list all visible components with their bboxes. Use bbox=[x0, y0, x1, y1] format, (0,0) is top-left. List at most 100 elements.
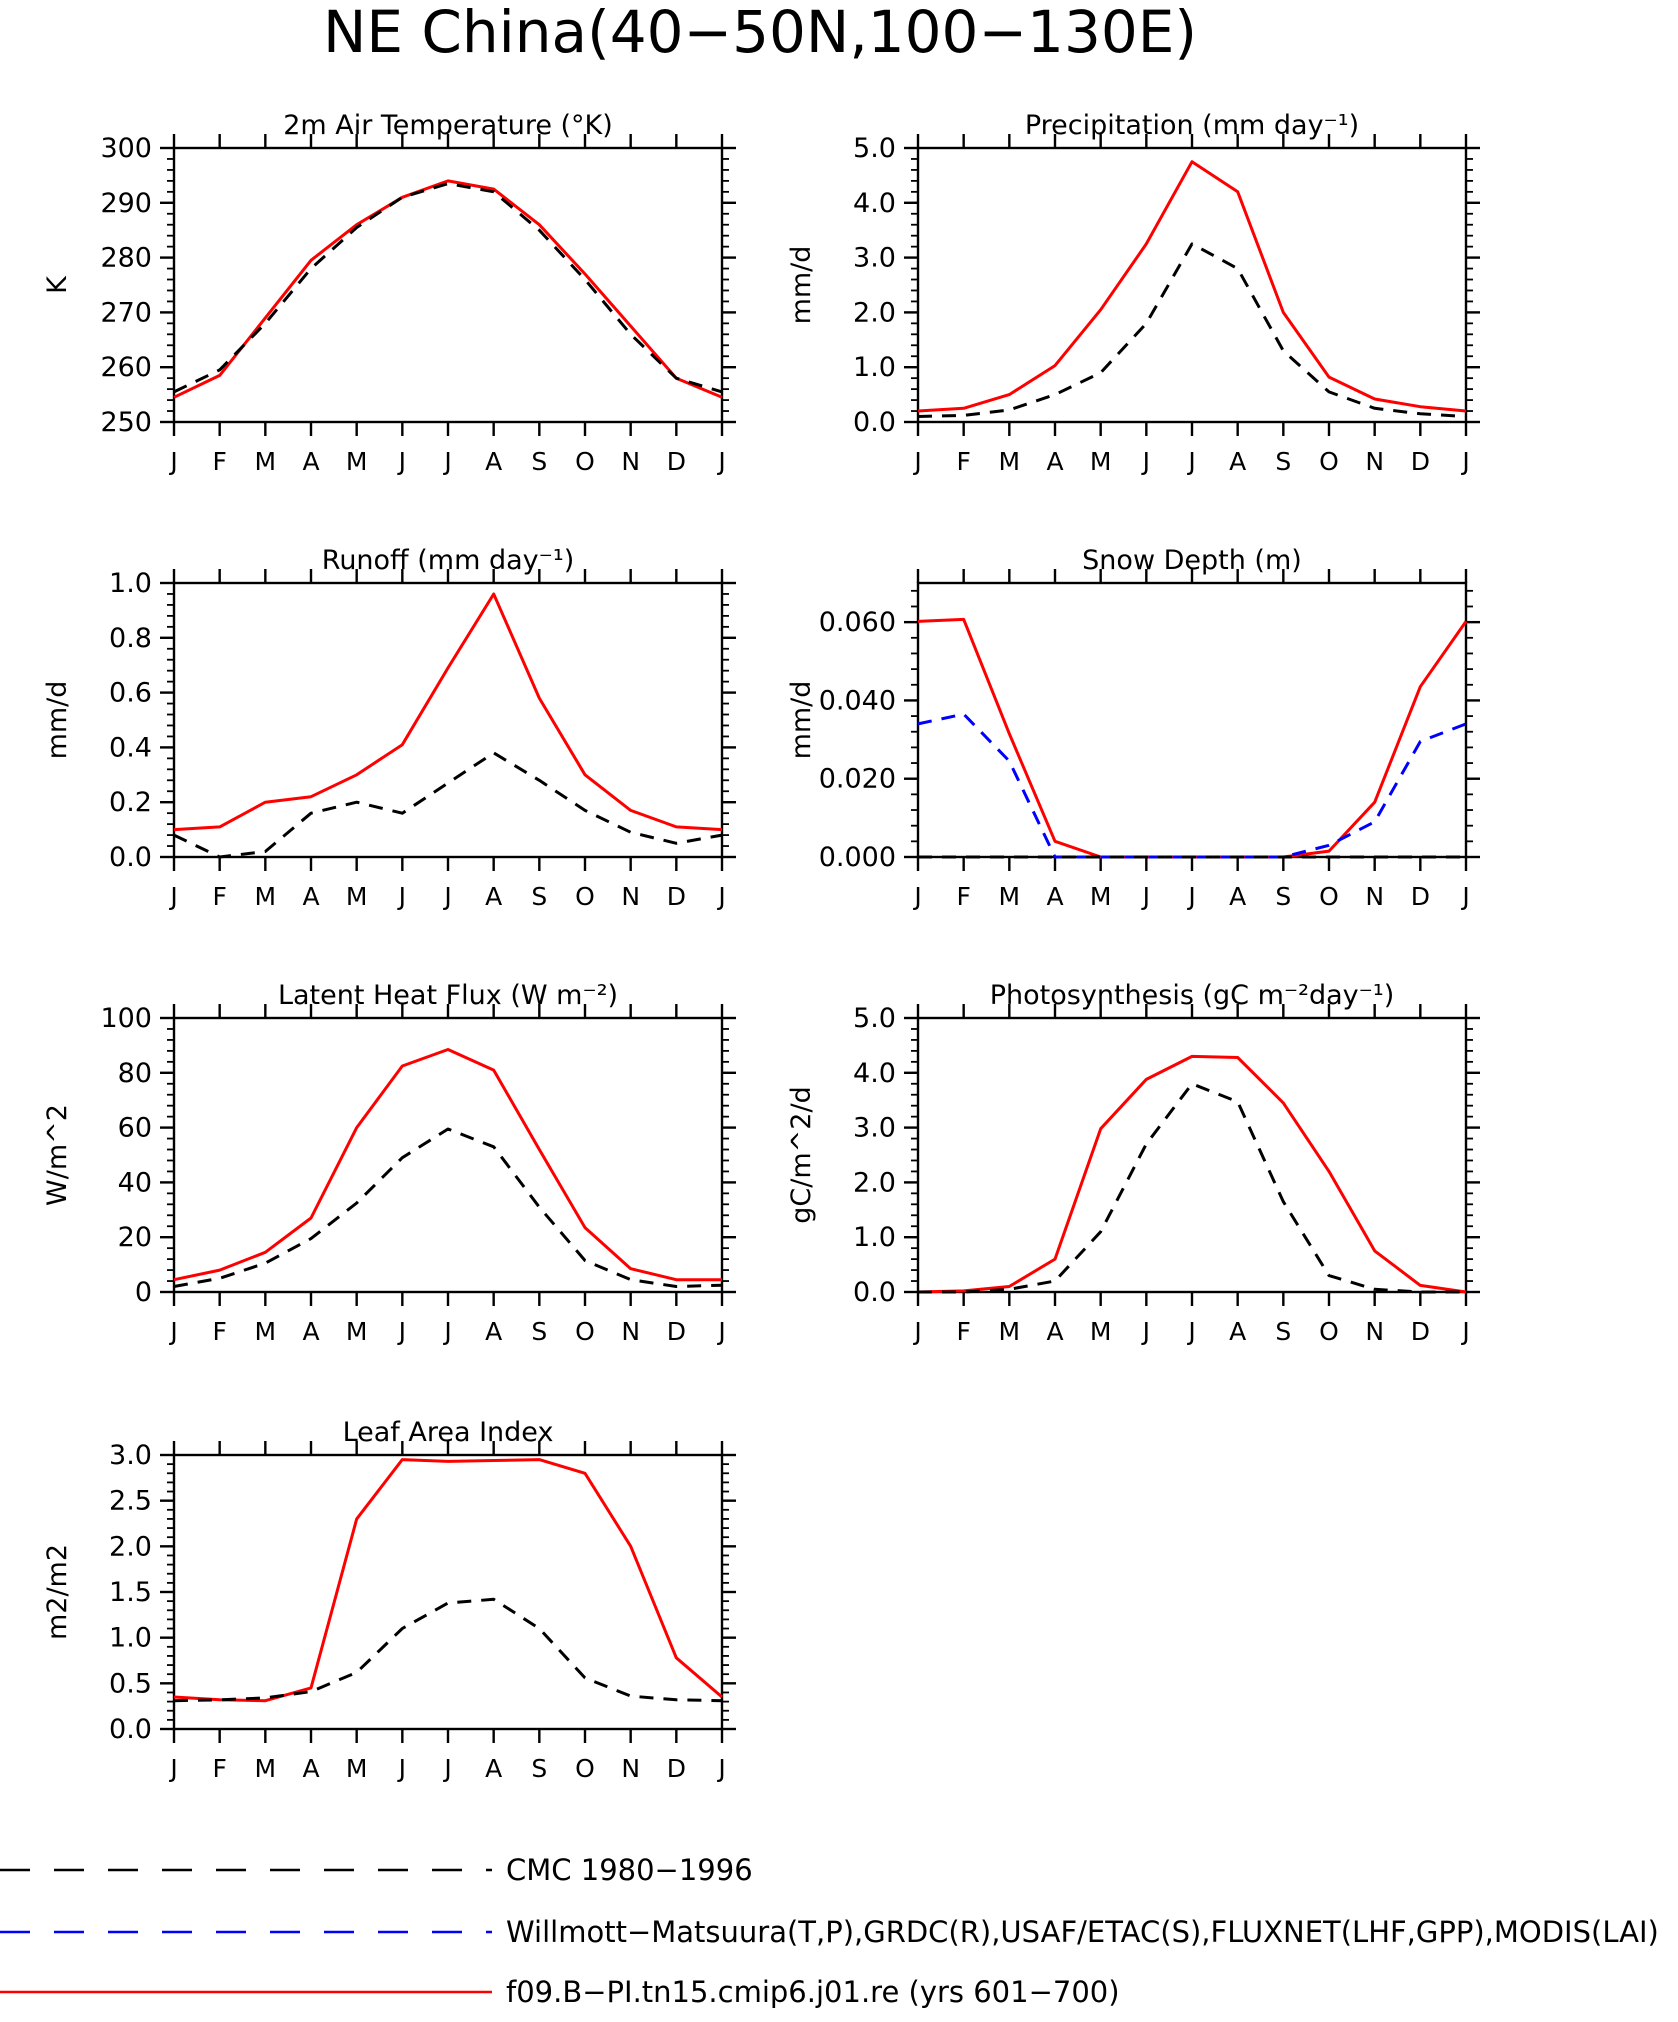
x-tick-label: M bbox=[999, 882, 1021, 911]
x-tick-label: F bbox=[956, 882, 970, 911]
series-line-model bbox=[917, 160, 1467, 413]
x-tick-label: M bbox=[999, 1317, 1021, 1346]
page-title: NE China(40−50N,100−130E) bbox=[323, 0, 1197, 66]
x-tick-label: J bbox=[397, 1754, 406, 1783]
x-tick-label: F bbox=[212, 882, 226, 911]
x-tick-label: N bbox=[621, 1317, 640, 1346]
x-tick-label: J bbox=[716, 1754, 725, 1783]
x-tick-label: N bbox=[1365, 882, 1384, 911]
y-tick-label: 3.0 bbox=[853, 243, 896, 274]
x-tick-label: S bbox=[531, 882, 547, 911]
x-tick-label: J bbox=[442, 1317, 451, 1346]
x-tick-label: O bbox=[1319, 447, 1339, 476]
x-tick-label: A bbox=[485, 1317, 502, 1346]
x-tick-label: J bbox=[1141, 447, 1150, 476]
y-tick-label: 1.0 bbox=[109, 1623, 152, 1654]
series-line-cmc bbox=[173, 182, 723, 394]
x-tick-label: D bbox=[667, 1317, 686, 1346]
x-tick-label: O bbox=[575, 1317, 595, 1346]
x-tick-label: J bbox=[1186, 447, 1195, 476]
x-tick-label: M bbox=[346, 1754, 368, 1783]
x-tick-label: F bbox=[956, 447, 970, 476]
y-tick-label: 270 bbox=[100, 297, 152, 328]
x-tick-label: M bbox=[255, 1754, 277, 1783]
x-tick-label: O bbox=[1319, 1317, 1339, 1346]
x-tick-label: D bbox=[1411, 1317, 1430, 1346]
x-tick-label: A bbox=[1229, 882, 1246, 911]
y-tick-label: 100 bbox=[100, 1003, 152, 1034]
x-tick-label: O bbox=[575, 1754, 595, 1783]
x-tick-label: J bbox=[912, 1317, 921, 1346]
x-tick-label: J bbox=[1141, 882, 1150, 911]
x-tick-label: D bbox=[667, 1754, 686, 1783]
y-tick-label: 60 bbox=[118, 1113, 152, 1144]
x-tick-label: F bbox=[212, 1317, 226, 1346]
y-axis-label: W/m^2 bbox=[42, 1104, 73, 1206]
x-tick-label: D bbox=[667, 882, 686, 911]
series-line-model bbox=[173, 1458, 723, 1703]
y-tick-label: 300 bbox=[100, 133, 152, 164]
x-tick-label: A bbox=[1046, 882, 1063, 911]
x-tick-label: N bbox=[1365, 447, 1384, 476]
x-tick-label: S bbox=[531, 1754, 547, 1783]
x-tick-label: O bbox=[1319, 882, 1339, 911]
x-tick-label: S bbox=[531, 447, 547, 476]
y-tick-label: 40 bbox=[118, 1167, 152, 1198]
x-tick-label: A bbox=[1046, 447, 1063, 476]
y-tick-label: 260 bbox=[100, 352, 152, 383]
x-tick-label: A bbox=[302, 882, 319, 911]
x-tick-label: M bbox=[1090, 882, 1112, 911]
y-tick-label: 280 bbox=[100, 243, 152, 274]
x-tick-label: J bbox=[912, 447, 921, 476]
x-tick-label: A bbox=[1229, 447, 1246, 476]
x-tick-label: J bbox=[716, 1317, 725, 1346]
x-tick-label: J bbox=[168, 1754, 177, 1783]
y-tick-label: 0.0 bbox=[109, 842, 152, 873]
x-tick-label: J bbox=[168, 882, 177, 911]
y-tick-label: 5.0 bbox=[853, 133, 896, 164]
y-axis-label: mm/d bbox=[786, 246, 817, 325]
series-line-model bbox=[173, 1048, 722, 1282]
x-tick-label: D bbox=[667, 447, 686, 476]
y-tick-label: 0.060 bbox=[819, 607, 896, 638]
y-tick-label: 0.000 bbox=[819, 842, 896, 873]
x-tick-label: M bbox=[346, 882, 368, 911]
series-line-model bbox=[917, 1054, 1467, 1294]
y-tick-label: 290 bbox=[100, 188, 152, 219]
y-tick-label: 80 bbox=[118, 1058, 152, 1089]
x-tick-label: J bbox=[168, 1317, 177, 1346]
y-tick-label: 0.4 bbox=[109, 732, 152, 763]
x-tick-label: J bbox=[716, 447, 725, 476]
x-tick-label: M bbox=[255, 882, 277, 911]
x-tick-label: N bbox=[621, 882, 640, 911]
x-tick-label: F bbox=[212, 1754, 226, 1783]
y-tick-label: 3.0 bbox=[109, 1440, 152, 1471]
x-tick-label: J bbox=[397, 1317, 406, 1346]
y-tick-label: 0.8 bbox=[109, 623, 152, 654]
x-tick-label: M bbox=[1090, 1317, 1112, 1346]
chart-snow: Snow Depth (m)mm/dJ F M A M J J A S O N D J0.0000.02… bbox=[786, 545, 1480, 911]
plot-frame bbox=[916, 1016, 1468, 1294]
x-tick-label: J bbox=[1141, 1317, 1150, 1346]
y-tick-label: 0.020 bbox=[819, 764, 896, 795]
y-tick-label: 4.0 bbox=[853, 188, 896, 219]
legend-label-model: f09.B−PI.tn15.cmip6.j01.re (yrs 601−700) bbox=[506, 1975, 1120, 2009]
x-tick-label: S bbox=[531, 1317, 547, 1346]
x-tick-label: J bbox=[168, 447, 177, 476]
y-tick-label: 0.6 bbox=[109, 678, 152, 709]
plot-frame bbox=[172, 1016, 724, 1294]
y-tick-label: 0.040 bbox=[819, 685, 896, 716]
series-line-cmc bbox=[918, 1082, 1466, 1294]
x-tick-label: F bbox=[956, 1317, 970, 1346]
x-tick-label: S bbox=[1275, 882, 1291, 911]
chart-precip: Precipitation (mm day⁻¹)mm/dJ F M A M J J A S O N D… bbox=[786, 110, 1480, 476]
y-tick-label: 2.0 bbox=[853, 1167, 896, 1198]
x-tick-label: N bbox=[1365, 1317, 1384, 1346]
y-tick-label: 2.0 bbox=[853, 297, 896, 328]
y-tick-label: 1.0 bbox=[109, 568, 152, 599]
x-tick-label: J bbox=[397, 882, 406, 911]
chart-lhf: Latent Heat Flux (W m⁻²)W/m^2J F M A M J J A S O N… bbox=[42, 980, 736, 1346]
x-tick-label: J bbox=[397, 447, 406, 476]
x-tick-label: J bbox=[442, 447, 451, 476]
